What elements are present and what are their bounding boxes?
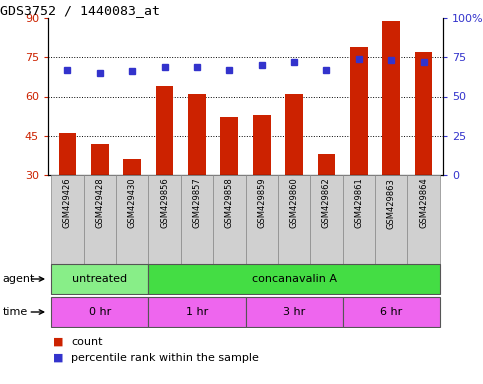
Bar	[407, 175, 440, 265]
Text: untreated: untreated	[72, 274, 128, 284]
Bar	[253, 115, 270, 253]
Text: GDS3752 / 1440083_at: GDS3752 / 1440083_at	[0, 4, 160, 17]
Bar	[245, 175, 278, 265]
Bar	[342, 175, 375, 265]
Text: agent: agent	[2, 274, 35, 284]
Bar	[213, 175, 245, 265]
Text: concanavalin A: concanavalin A	[252, 274, 337, 284]
Bar	[278, 175, 310, 265]
Text: 3 hr: 3 hr	[283, 307, 305, 317]
Text: ■: ■	[53, 353, 63, 363]
Text: GSM429859: GSM429859	[257, 178, 266, 228]
Text: percentile rank within the sample: percentile rank within the sample	[71, 353, 259, 363]
Bar	[123, 159, 141, 253]
Text: 0 hr: 0 hr	[89, 307, 111, 317]
Text: GSM429858: GSM429858	[225, 178, 234, 228]
Bar	[51, 264, 148, 295]
Text: GSM429861: GSM429861	[355, 178, 363, 228]
Bar	[84, 175, 116, 265]
Bar	[91, 144, 109, 253]
Text: count: count	[71, 337, 103, 347]
Text: ■: ■	[53, 337, 63, 347]
Bar	[375, 175, 407, 265]
Bar	[181, 175, 213, 265]
Text: GSM429862: GSM429862	[322, 178, 331, 228]
Text: GSM429856: GSM429856	[160, 178, 169, 228]
Text: GSM429430: GSM429430	[128, 178, 137, 228]
Bar	[188, 94, 206, 253]
Bar	[317, 154, 335, 253]
Bar	[116, 175, 148, 265]
Text: GSM429863: GSM429863	[387, 178, 396, 228]
Bar	[148, 297, 245, 327]
Bar	[51, 175, 84, 265]
Bar	[58, 133, 76, 253]
Text: GSM429428: GSM429428	[95, 178, 104, 228]
Bar	[342, 297, 440, 327]
Bar	[350, 47, 368, 253]
Text: GSM429864: GSM429864	[419, 178, 428, 228]
Bar	[382, 21, 400, 253]
Text: time: time	[2, 307, 28, 317]
Text: 6 hr: 6 hr	[380, 307, 402, 317]
Bar	[415, 52, 432, 253]
Bar	[310, 175, 342, 265]
Bar	[156, 86, 173, 253]
Bar	[245, 297, 342, 327]
Bar	[51, 297, 148, 327]
Bar	[148, 264, 440, 295]
Bar	[148, 175, 181, 265]
Text: GSM429860: GSM429860	[290, 178, 298, 228]
Bar	[285, 94, 303, 253]
Text: 1 hr: 1 hr	[186, 307, 208, 317]
Text: GSM429426: GSM429426	[63, 178, 72, 228]
Text: GSM429857: GSM429857	[192, 178, 201, 228]
Bar	[220, 118, 238, 253]
